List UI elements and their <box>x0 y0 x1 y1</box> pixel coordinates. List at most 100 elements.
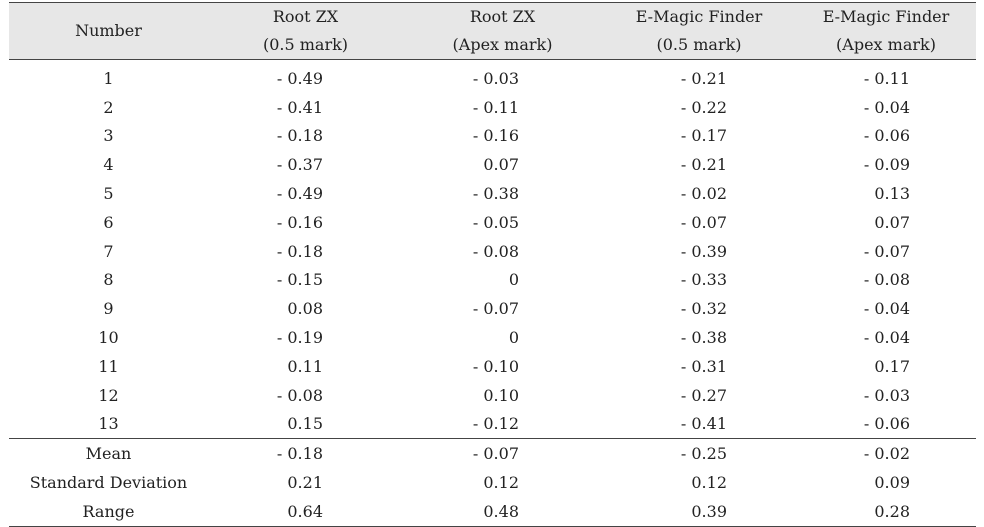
table-row: 1 - 0.49 - 0.03 - 0.21 - 0.11 <box>9 60 976 93</box>
table-row: 6 - 0.16 - 0.05 - 0.07 0.07 <box>9 208 976 237</box>
table-cell: 0.09 <box>874 473 910 493</box>
table-cell: - 0.32 <box>680 299 727 319</box>
table-cell: - 0.39 <box>680 241 727 261</box>
table-cell: - 0.41 <box>680 414 727 434</box>
table-cell: - 0.18 <box>276 444 323 464</box>
table-cell: - 0.38 <box>680 328 727 348</box>
table-cell: - 0.15 <box>276 270 323 290</box>
table-cell: - 0.04 <box>863 328 910 348</box>
table-cell: 0.11 <box>287 356 323 376</box>
table-cell: - 0.11 <box>863 68 910 88</box>
row-label: 12 <box>98 385 119 405</box>
table-cell: 0.07 <box>874 212 910 232</box>
table-cell: - 0.05 <box>472 212 519 232</box>
column-header-4: E-Magic Finder (Apex mark) <box>796 2 976 60</box>
table-row: 2 - 0.41 - 0.11 - 0.22 - 0.04 <box>9 93 976 122</box>
table-header: Number Root ZX (0.5 mark) Root ZX (Apex mark… <box>9 2 976 60</box>
table-cell: - 0.08 <box>276 385 323 405</box>
table-cell: - 0.41 <box>276 97 323 117</box>
table-cell: 0.08 <box>287 299 323 319</box>
row-label: 11 <box>98 356 119 376</box>
table-cell: 0 <box>508 328 519 348</box>
table-cell: - 0.09 <box>863 155 910 175</box>
table-row: 13 0.15 - 0.12 - 0.41 - 0.06 <box>9 410 976 439</box>
column-header-line: Number <box>75 21 142 40</box>
column-header-line: E-Magic Finder <box>635 7 763 26</box>
column-header-3: E-Magic Finder (0.5 mark) <box>602 2 796 60</box>
table-cell: 0.10 <box>483 385 519 405</box>
row-label: 5 <box>103 184 114 204</box>
table-cell: - 0.38 <box>472 184 519 204</box>
table-cell: - 0.06 <box>863 414 910 434</box>
table-cell: - 0.02 <box>863 444 910 464</box>
table-cell: - 0.04 <box>863 97 910 117</box>
table-cell: - 0.49 <box>276 184 323 204</box>
summary-row: Range 0.64 0.48 0.39 0.28 <box>9 497 976 526</box>
table-row: 3 - 0.18 - 0.16 - 0.17 - 0.06 <box>9 122 976 151</box>
table-cell: 0.21 <box>287 473 323 493</box>
header-row: Number Root ZX (0.5 mark) Root ZX (Apex mark… <box>9 2 976 60</box>
measurement-table: Number Root ZX (0.5 mark) Root ZX (Apex mark… <box>9 2 976 527</box>
table-cell: 0.48 <box>483 501 519 521</box>
column-header-line: (Apex mark) <box>836 35 936 54</box>
row-label: Standard Deviation <box>29 473 188 493</box>
table-row: 9 0.08 - 0.07 - 0.32 - 0.04 <box>9 294 976 323</box>
table-cell: 0.28 <box>874 501 910 521</box>
table-cell: - 0.17 <box>680 126 727 146</box>
table-cell: - 0.07 <box>472 299 519 319</box>
table-cell: - 0.25 <box>680 444 727 464</box>
table-cell: - 0.18 <box>276 241 323 261</box>
row-label: 2 <box>103 97 114 117</box>
column-header-0: Number <box>9 2 208 60</box>
table-cell: - 0.21 <box>680 68 727 88</box>
table-cell: - 0.02 <box>680 184 727 204</box>
table-cell: - 0.22 <box>680 97 727 117</box>
table-row: 11 0.11 - 0.10 - 0.31 0.17 <box>9 352 976 381</box>
column-header-line: (0.5 mark) <box>262 35 349 54</box>
table-cell: - 0.16 <box>472 126 519 146</box>
row-label: 6 <box>103 212 114 232</box>
table-cell: - 0.18 <box>276 126 323 146</box>
row-label: 4 <box>103 155 114 175</box>
table-summary: Mean - 0.18 - 0.07 - 0.25 - 0.02 Standard Dev… <box>9 438 976 527</box>
table-body: 1 - 0.49 - 0.03 - 0.21 - 0.11 2 - 0.41 - 0.11 - … <box>9 60 976 439</box>
table-cell: - 0.49 <box>276 68 323 88</box>
column-header-line: (Apex mark) <box>452 35 553 54</box>
table-cell: - 0.11 <box>472 97 519 117</box>
summary-row: Mean - 0.18 - 0.07 - 0.25 - 0.02 <box>9 439 976 468</box>
row-label: Range <box>82 501 135 521</box>
table-cell: 0.39 <box>691 501 727 521</box>
table-row: 5 - 0.49 - 0.38 - 0.02 0.13 <box>9 179 976 208</box>
row-label: 7 <box>103 241 114 261</box>
table-cell: - 0.16 <box>276 212 323 232</box>
row-label: 10 <box>98 328 119 348</box>
table-cell: 0.12 <box>691 473 727 493</box>
table-cell: - 0.10 <box>472 356 519 376</box>
row-label: 1 <box>103 68 114 88</box>
table-cell: - 0.33 <box>680 270 727 290</box>
table-cell: - 0.37 <box>276 155 323 175</box>
table-row: 8 - 0.15 0 - 0.33 - 0.08 <box>9 266 976 295</box>
table-cell: - 0.12 <box>472 414 519 434</box>
table-cell: 0.15 <box>287 414 323 434</box>
table-row: 4 - 0.37 0.07 - 0.21 - 0.09 <box>9 150 976 179</box>
table-cell: - 0.04 <box>863 299 910 319</box>
table-cell: - 0.08 <box>472 241 519 261</box>
column-header-line: E-Magic Finder <box>822 7 950 26</box>
table-cell: 0.17 <box>874 356 910 376</box>
table-cell: 0 <box>508 270 519 290</box>
table-cell: - 0.07 <box>472 444 519 464</box>
column-header-line: Root ZX <box>469 7 536 26</box>
table-row: 10 - 0.19 0 - 0.38 - 0.04 <box>9 323 976 352</box>
summary-row: Standard Deviation 0.21 0.12 0.12 0.09 <box>9 468 976 497</box>
table-cell: - 0.27 <box>680 385 727 405</box>
table-cell: - 0.19 <box>276 328 323 348</box>
table-cell: - 0.31 <box>680 356 727 376</box>
row-label: 8 <box>103 270 114 290</box>
table-cell: 0.07 <box>483 155 519 175</box>
column-header-line: Root ZX <box>272 7 339 26</box>
row-label: 13 <box>98 414 119 434</box>
data-table-container: Number Root ZX (0.5 mark) Root ZX (Apex mark… <box>9 2 976 527</box>
row-label: 9 <box>103 299 114 319</box>
table-cell: - 0.03 <box>472 68 519 88</box>
